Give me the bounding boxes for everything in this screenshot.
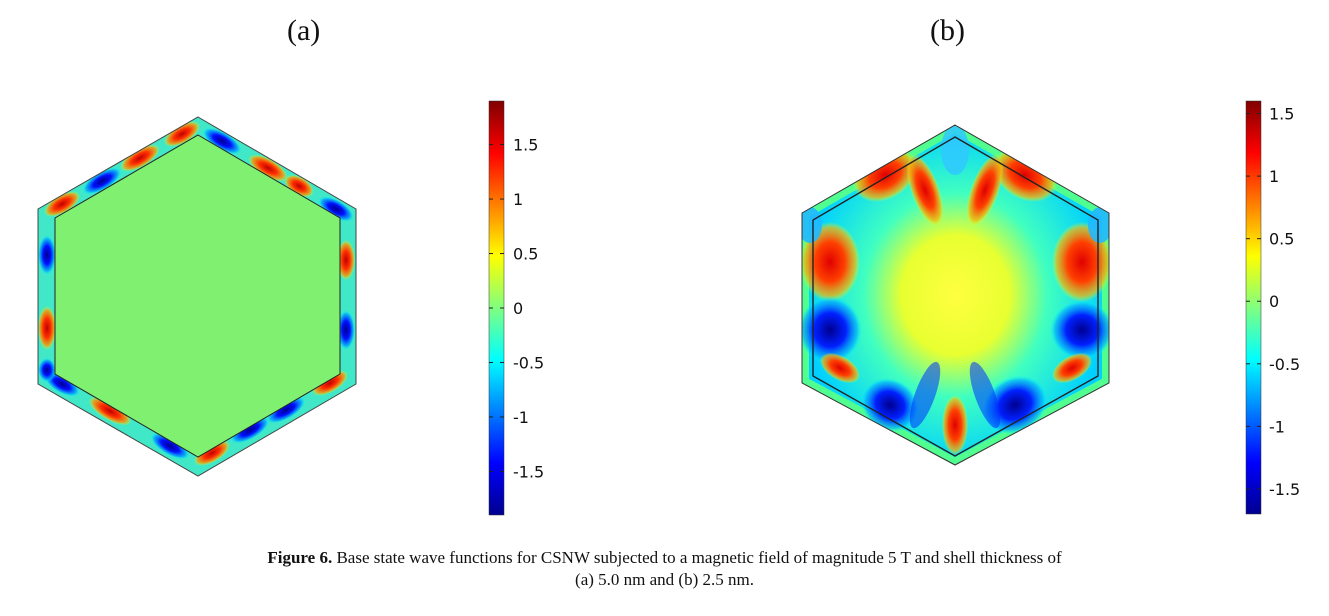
panel-a-plot	[37, 116, 357, 477]
colorbar-tick-label: 1.5	[513, 136, 538, 155]
colorbar-tick-label: -1.5	[513, 462, 544, 481]
panel-a-shell-modes	[38, 121, 355, 466]
panel-b-modes	[802, 125, 1109, 465]
colorbar-tick-label: 0.5	[513, 245, 538, 264]
panel-label-b: (b)	[930, 14, 965, 47]
colorbar-tick-label: 0.5	[1269, 230, 1294, 249]
colorbar-a: 1.5 1 0.5 0 -0.5 -1 -1.5	[488, 100, 544, 516]
caption-figure-number: Figure 6.	[267, 548, 333, 567]
colorbar-b-gradient	[1245, 100, 1262, 515]
caption-line-2: (a) 5.0 nm and (b) 2.5 nm.	[575, 570, 754, 589]
colorbar-tick-label: -1	[1269, 417, 1285, 436]
colorbar-tick-label: 1	[513, 190, 523, 209]
colorbar-tick-label: -1.5	[1269, 480, 1300, 499]
caption-text-1: Base state wave functions for CSNW subje…	[332, 548, 1062, 567]
panel-b-plot	[801, 124, 1110, 466]
figure-caption: Figure 6. Base state wave functions for …	[0, 547, 1329, 591]
colorbar-tick-label: 0	[513, 299, 523, 318]
colorbar-tick-label: 1.5	[1269, 105, 1294, 124]
caption-line-1: Figure 6. Base state wave functions for …	[0, 547, 1329, 569]
colorbar-tick-label: -1	[513, 408, 529, 427]
colorbar-b: 1.5 1 0.5 0 -0.5 -1 -1.5	[1245, 100, 1300, 515]
colorbar-tick-label: -0.5	[513, 353, 544, 372]
colorbar-tick-label: 0	[1269, 292, 1279, 311]
colorbar-tick-label: -0.5	[1269, 355, 1300, 374]
colorbar-tick-label: 1	[1269, 167, 1279, 186]
panel-a-core	[54, 134, 341, 458]
figure-canvas: 1.5 1 0.5 0 -0.5 -1 -1.5	[37, 100, 1300, 516]
panel-label-a: (a)	[287, 14, 321, 47]
